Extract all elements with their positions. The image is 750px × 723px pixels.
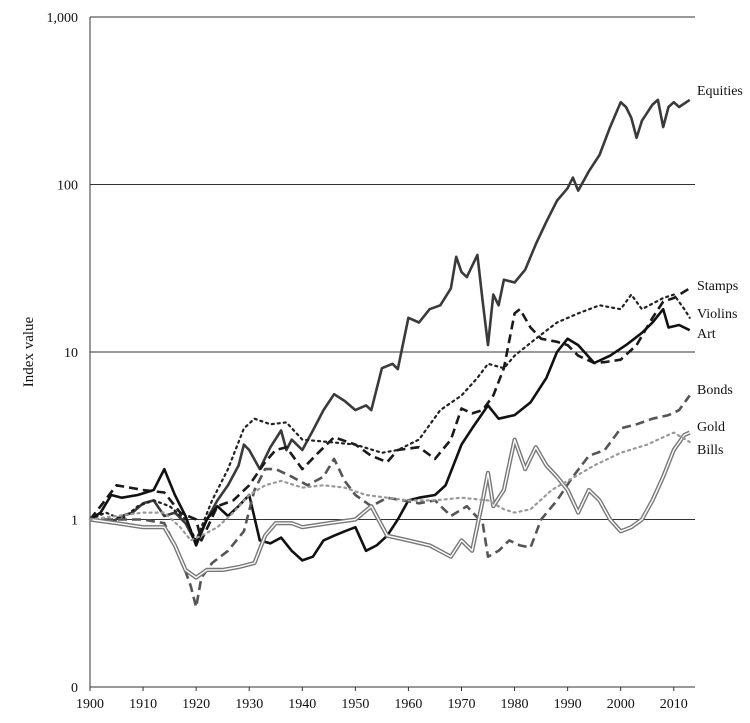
series-label-art: Art xyxy=(697,327,716,342)
series-bonds-line xyxy=(90,394,691,609)
series-label-equities: Equities xyxy=(697,84,743,99)
x-tick-label: 1930 xyxy=(235,697,263,712)
y-tick-label: 10 xyxy=(64,346,78,361)
x-tick-label: 1960 xyxy=(394,697,422,712)
series-lines xyxy=(88,98,691,609)
x-tick-label: 1940 xyxy=(288,697,316,712)
y-tick-labels: 0 1 10 100 1,000 xyxy=(47,11,79,696)
x-tick-label: 2000 xyxy=(607,697,635,712)
x-tick-labels: 1900 1910 1920 1930 1940 1950 1960 1970 1980 1990… xyxy=(76,687,688,712)
series-art-line xyxy=(89,307,691,562)
x-tick-label: 1910 xyxy=(129,697,157,712)
y-tick-label: 100 xyxy=(57,179,78,194)
series-label-stamps: Stamps xyxy=(697,279,738,294)
series-bills-line xyxy=(88,431,691,542)
series-equities-line xyxy=(89,98,691,545)
series-label-bills: Bills xyxy=(697,443,723,458)
x-tick-label: 1990 xyxy=(554,697,582,712)
series-label-violins: Violins xyxy=(697,307,737,322)
gridlines xyxy=(90,16,695,520)
x-tick-label: 1950 xyxy=(341,697,369,712)
x-tick-label: 2010 xyxy=(660,697,688,712)
series-labels: Equities Stamps Violins Art Bonds Gold Bills xyxy=(697,84,743,458)
y-tick-label: 0 xyxy=(71,681,78,696)
x-tick-label: 1980 xyxy=(501,697,529,712)
series-gold-line-inner xyxy=(89,431,690,579)
series-label-bonds: Bonds xyxy=(697,383,733,398)
y-tick-label: 1,000 xyxy=(47,11,79,26)
series-label-gold: Gold xyxy=(697,420,725,435)
y-axis-label: Index value xyxy=(21,316,37,387)
x-tick-label: 1900 xyxy=(76,697,104,712)
y-tick-label: 1 xyxy=(71,514,78,529)
x-tick-label: 1920 xyxy=(182,697,210,712)
x-tick-label: 1970 xyxy=(447,697,475,712)
